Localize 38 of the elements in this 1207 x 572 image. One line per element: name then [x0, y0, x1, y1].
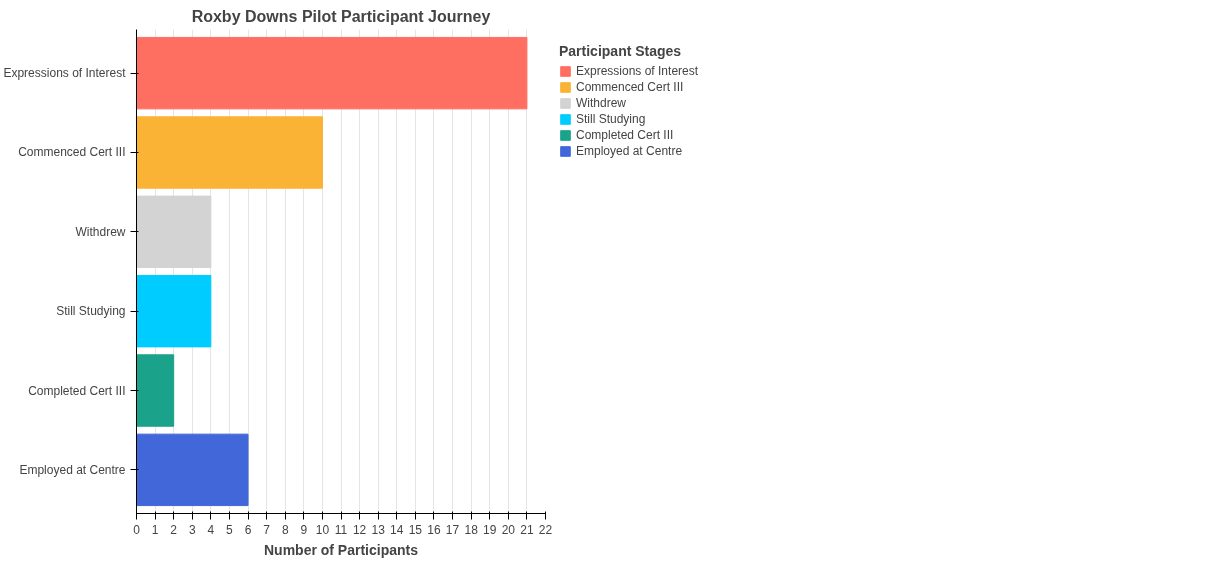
x-tick-label: 18	[464, 522, 479, 537]
x-tick-label: 2	[170, 522, 178, 537]
legend-label: Withdrew	[576, 96, 627, 110]
y-tick-label: Expressions of Interest	[3, 66, 127, 81]
x-tick-label: 7	[263, 522, 271, 537]
x-tick-label: 21	[520, 522, 534, 537]
y-tick-label: Withdrew	[75, 224, 126, 239]
x-tick-label: 1	[151, 522, 159, 537]
x-tick-label: 20	[501, 522, 516, 537]
x-tick-label: 8	[281, 522, 289, 537]
legend-label: Still Studying	[576, 112, 646, 126]
x-tick-label: 10	[315, 522, 330, 537]
legend-label: Completed Cert III	[576, 128, 674, 142]
x-tick-label: 22	[538, 522, 553, 537]
x-tick-label: 6	[244, 522, 252, 537]
x-tick-label: 9	[300, 522, 308, 537]
x-tick-label: 12	[352, 522, 367, 537]
x-axis-title: Number of Participants	[263, 541, 419, 558]
y-tick-label: Commenced Cert III	[18, 145, 126, 160]
legend-label: Commenced Cert III	[576, 80, 684, 94]
x-tick-label: 17	[445, 522, 460, 537]
chart-title: Roxby Downs Pilot Participant Journey	[191, 7, 491, 25]
x-tick-label: 19	[483, 522, 497, 537]
legend-label: Employed at Centre	[576, 144, 683, 158]
x-tick-label: 15	[408, 522, 423, 537]
y-tick-label: Completed Cert III	[28, 383, 126, 398]
y-tick-label: Employed at Centre	[19, 462, 126, 477]
x-tick-label: 4	[207, 522, 215, 537]
x-tick-label: 5	[226, 522, 234, 537]
y-tick-label: Still Studying	[56, 304, 126, 319]
x-tick-label: 16	[427, 522, 441, 537]
x-tick-label: 11	[334, 522, 348, 537]
x-tick-label: 13	[371, 522, 386, 537]
x-tick-label: 3	[188, 522, 196, 537]
x-tick-label: 14	[390, 522, 404, 537]
legend-label: Expressions of Interest	[576, 64, 699, 78]
x-tick-label: 0	[133, 522, 141, 537]
legend-title: Participant Stages	[559, 43, 683, 59]
